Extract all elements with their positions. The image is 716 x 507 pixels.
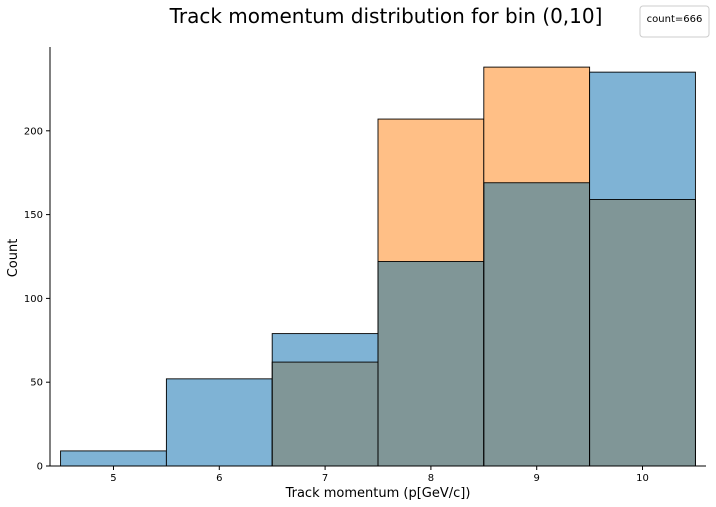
- histogram-bar-overlap: [483, 182, 590, 467]
- legend-box: [639, 5, 710, 38]
- x-tick-label: 8: [428, 473, 434, 484]
- x-tick-label: 7: [322, 473, 328, 484]
- chart-title: Track momentum distribution for bin (0,1…: [169, 4, 603, 28]
- legend: count=666: [639, 5, 710, 38]
- y-tick-label: 100: [24, 294, 43, 305]
- histogram-bar-overlap: [589, 199, 696, 467]
- y-tick-label: 150: [24, 210, 43, 221]
- histogram-bar-overlap: [378, 261, 484, 466]
- x-tick-label: 9: [534, 473, 540, 484]
- y-tick-label: 0: [37, 462, 43, 473]
- histogram-bar-orange: [483, 67, 590, 183]
- x-axis-label: Track momentum (p[GeV/c]): [285, 486, 471, 501]
- histogram-bar-blue: [589, 72, 696, 200]
- y-tick-label: 200: [24, 126, 43, 137]
- x-tick-label: 6: [216, 473, 222, 484]
- x-tick-label: 10: [636, 473, 649, 484]
- y-tick-label: 50: [30, 378, 43, 389]
- histogram-bar-blue: [272, 333, 378, 363]
- histogram-bar-blue: [166, 378, 273, 466]
- x-tick-label: 5: [110, 473, 116, 484]
- histogram-bar-orange: [378, 119, 484, 262]
- histogram-bar-blue: [60, 450, 167, 466]
- legend-text: count=666: [647, 14, 703, 25]
- y-axis-label: Count: [6, 239, 21, 278]
- histogram-bar-overlap: [272, 362, 378, 466]
